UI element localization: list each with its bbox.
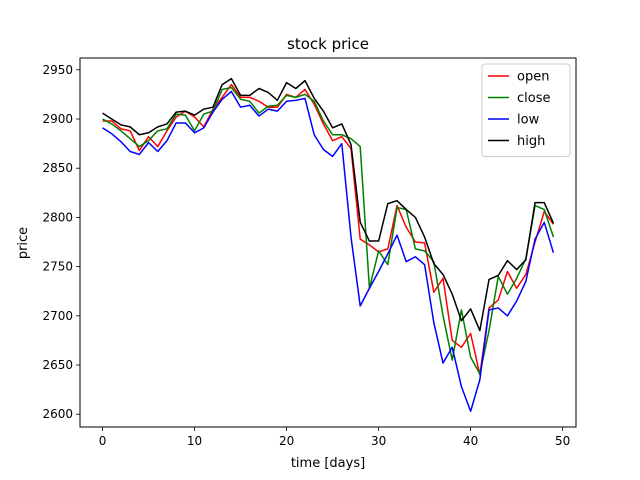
x-tick-label: 0	[99, 434, 107, 448]
plot-frame	[79, 57, 577, 428]
y-axis: 2600 2650 2700 2750 2800 2850 2900 2950	[42, 63, 80, 421]
y-tick-label: 2850	[42, 161, 73, 175]
y-axis-label: price	[16, 227, 31, 259]
y-tick-label: 2600	[42, 407, 73, 421]
y-tick-label: 2800	[42, 210, 73, 224]
x-tick-label: 40	[463, 434, 478, 448]
legend-label-low: low	[517, 113, 540, 128]
y-tick-label: 2900	[42, 112, 73, 126]
legend-label-close: close	[517, 91, 550, 106]
legend-label-high: high	[517, 134, 545, 149]
y-tick-label: 2700	[42, 309, 73, 323]
x-axis-label: time [days]	[291, 456, 365, 471]
series-line-high	[102, 77, 555, 332]
y-tick-label: 2950	[42, 63, 73, 77]
legend-label-open: open	[517, 70, 549, 85]
legend-box	[481, 63, 571, 157]
chart-title: stock price	[287, 35, 369, 53]
x-tick-label: 10	[187, 434, 202, 448]
x-axis: 0 10 20 30 40 50	[99, 427, 570, 448]
series-line-low	[102, 90, 555, 413]
x-tick-label: 20	[279, 434, 294, 448]
series-line-open	[102, 83, 555, 376]
x-tick-label: 30	[371, 434, 386, 448]
y-tick-label: 2650	[42, 358, 73, 372]
y-tick-label: 2750	[42, 260, 73, 274]
x-tick-label: 50	[555, 434, 570, 448]
plot-lines	[102, 77, 555, 413]
legend: open close low high	[481, 63, 571, 157]
series-line-close	[102, 86, 555, 375]
